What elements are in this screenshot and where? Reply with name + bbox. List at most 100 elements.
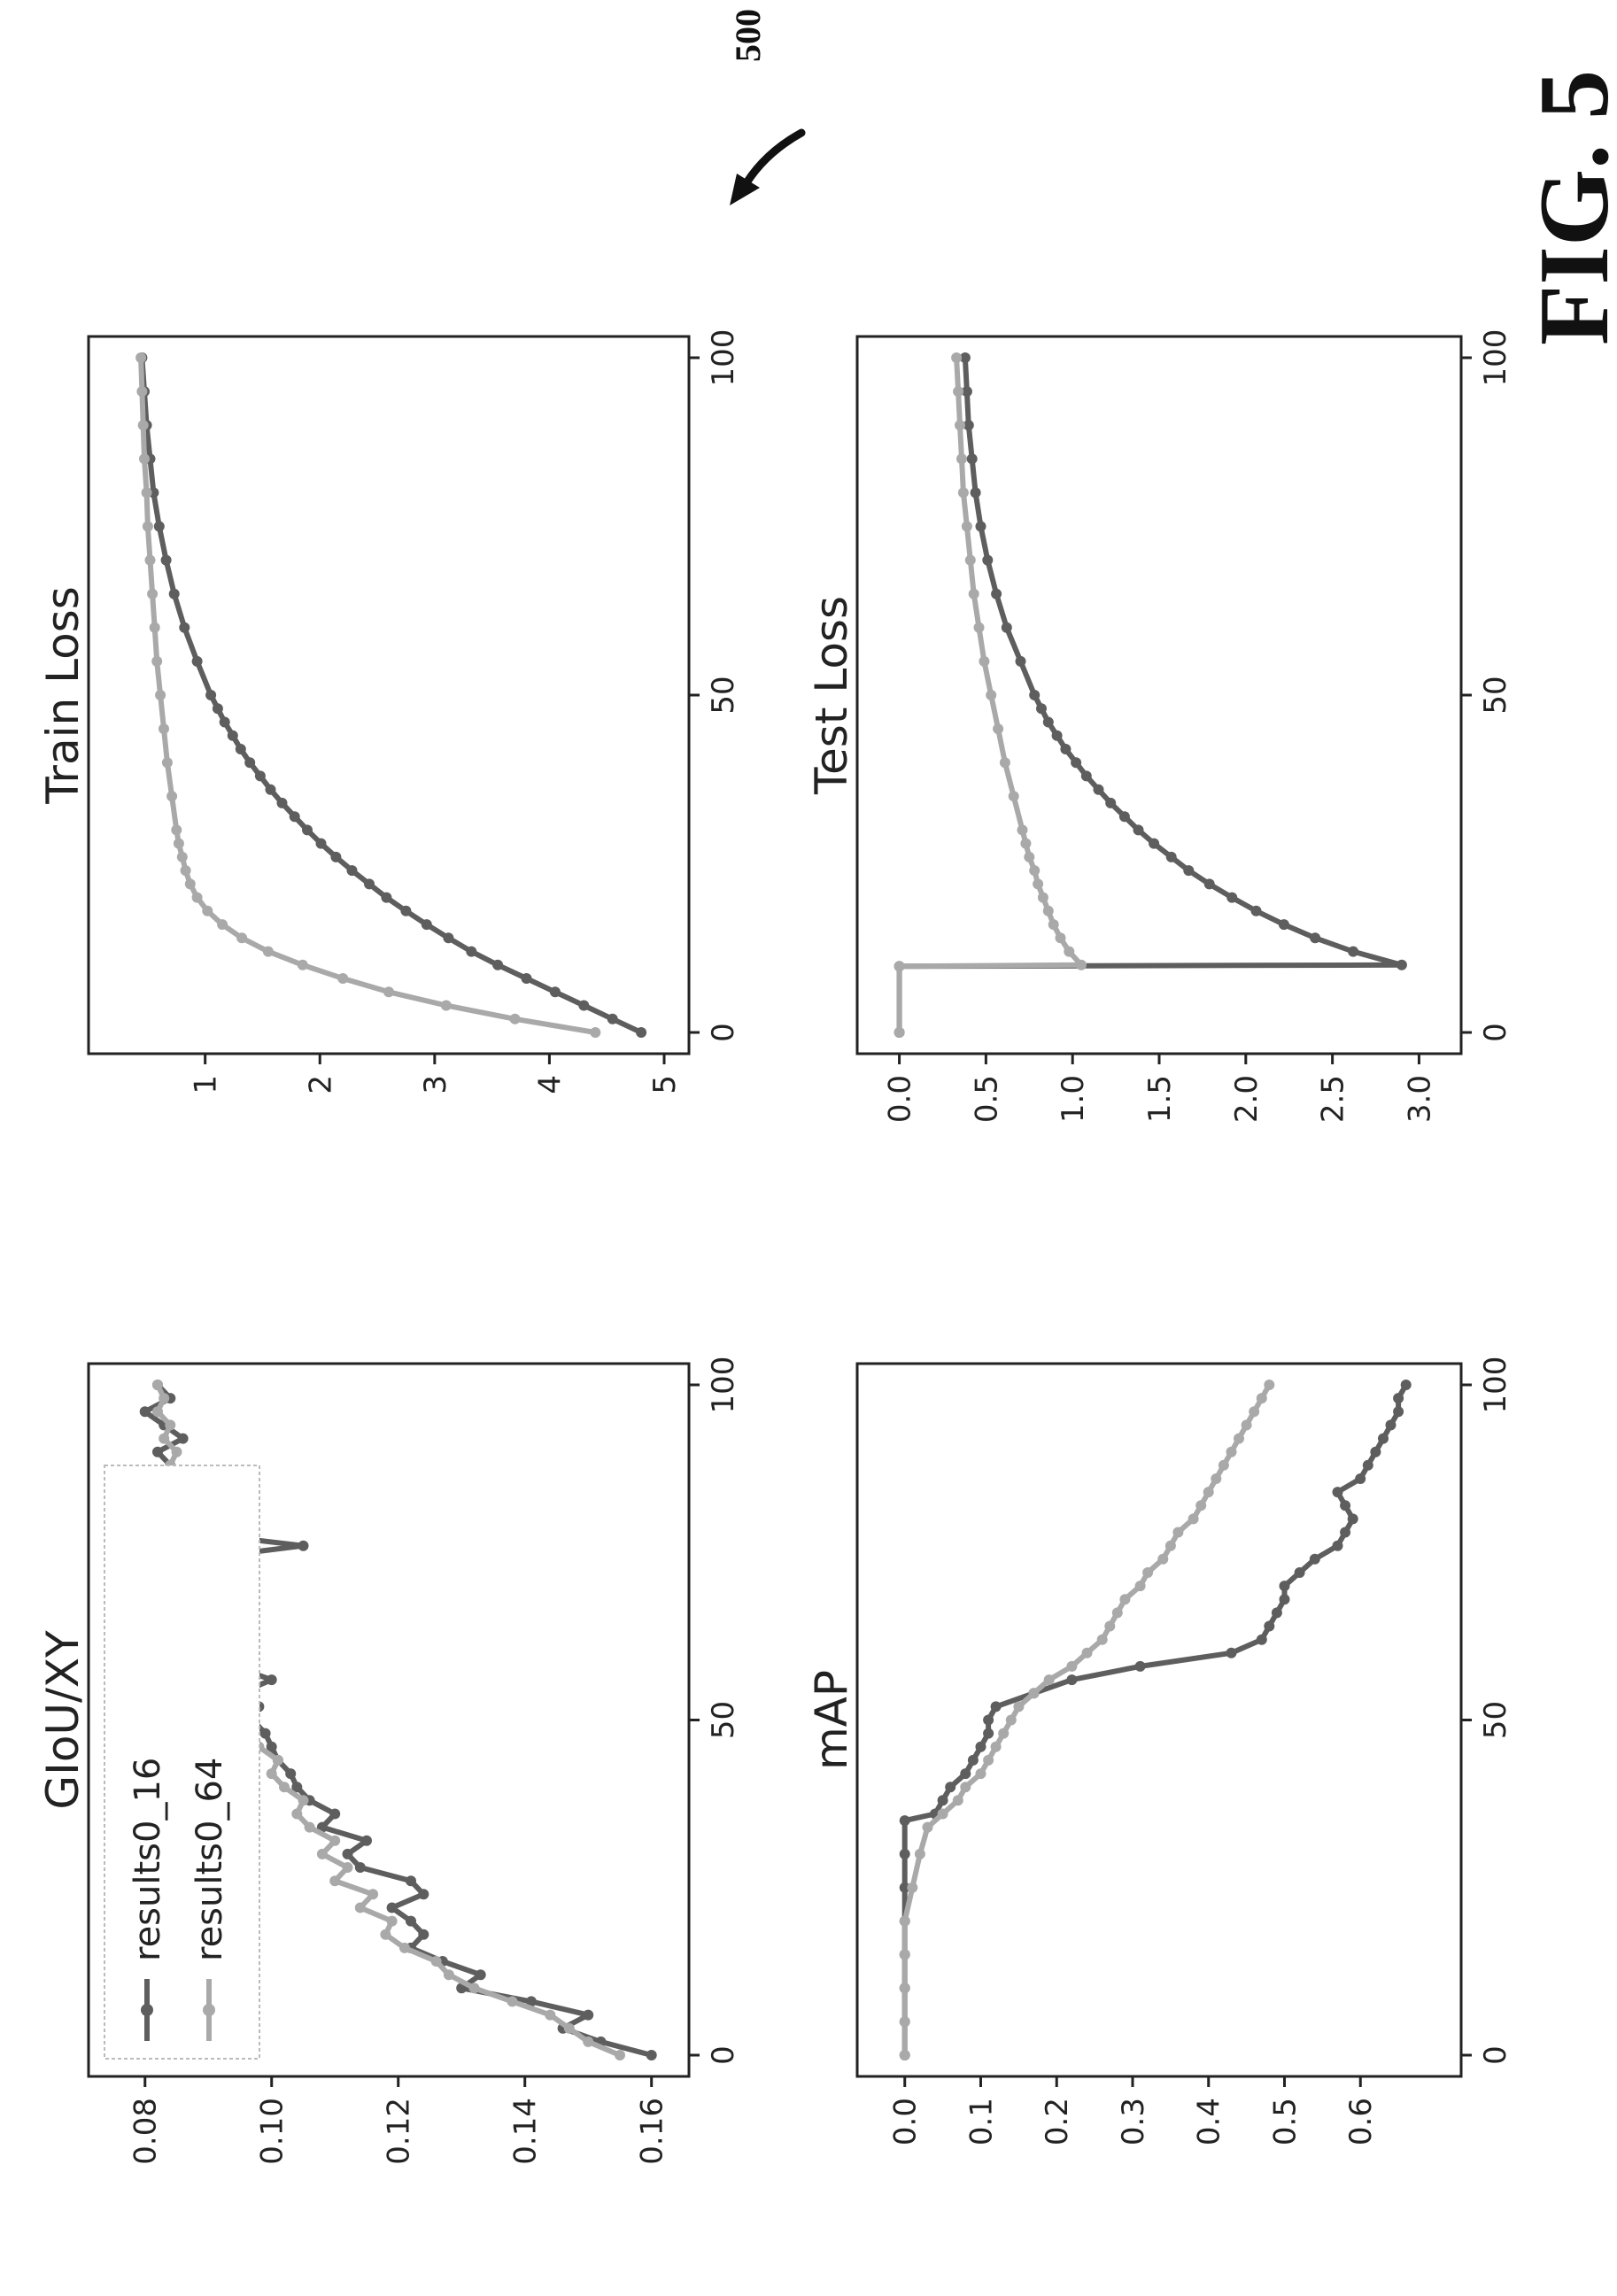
- train_loss-series-results0_16-point: [205, 690, 217, 700]
- map-series-results0_16-point: [1279, 1594, 1290, 1605]
- map-series-results0_16-point: [1362, 1459, 1373, 1471]
- giou-series-results0_16-point: [475, 1969, 486, 1981]
- map-xtick-label: 100: [1478, 1357, 1513, 1414]
- test_loss-series-results0_16-point: [963, 420, 974, 431]
- map-series-results0_16-point: [1066, 1674, 1078, 1686]
- giou-series-results0_64-point: [329, 1835, 341, 1846]
- test_loss-series-results0_16-point: [966, 453, 978, 465]
- giou-title: GIoU/XY: [37, 1630, 89, 1810]
- test_loss-series-results0_64-point: [973, 622, 985, 633]
- test_loss-series-results0_64-point: [1042, 905, 1054, 916]
- map-series-results0_64-point: [1096, 1634, 1108, 1645]
- giou-legend-marker: [141, 2004, 153, 2016]
- test_loss-series-results0_64-point: [964, 554, 976, 566]
- giou-xtick-label: 100: [706, 1357, 741, 1414]
- map-series-results0_64-point: [1211, 1473, 1222, 1484]
- test_loss-ytick-label: 1.0: [1056, 1075, 1091, 1123]
- map-series-results0_16-point: [1400, 1380, 1412, 1390]
- train_loss-series-results0_16-point: [346, 865, 358, 877]
- train_loss-series-results0_16-point: [443, 932, 454, 944]
- train_loss-series-results0_16-point: [400, 905, 412, 916]
- map-series-results0_64-point: [1013, 1701, 1025, 1712]
- map-series-results0_64-point: [1005, 1714, 1017, 1726]
- test_loss-series-results0_64-point: [955, 420, 965, 431]
- test_loss-series-results0_16-point: [1042, 716, 1054, 728]
- giou-series-results0_16-point: [406, 1875, 416, 1887]
- train_loss-title: Train Loss: [37, 586, 89, 805]
- train_loss-xtick-label: 50: [706, 676, 741, 714]
- train_loss-series-results0_64-point: [383, 986, 394, 998]
- giou-ytick-label: 0.08: [128, 2098, 164, 2165]
- test_loss-series-results0_64-point: [1064, 946, 1075, 957]
- test_loss-series-results0_64-point: [999, 757, 1010, 769]
- test_loss-series-results0_16-point: [1250, 905, 1262, 916]
- map-series-results0_64-point: [1256, 1393, 1267, 1404]
- giou-series-results0_16-point: [583, 2009, 594, 2021]
- map-chart: 0 50 100 0.6 0.5 0.4 0.3 0.2 0.1 0.0 mAP: [806, 1357, 1513, 2146]
- giou-series-results0_64-point: [159, 1393, 170, 1404]
- map-ytick-label: 0.0: [888, 2098, 924, 2145]
- test_loss-series-results0_16-point: [1051, 730, 1063, 741]
- train_loss-series-results0_16-point: [381, 892, 392, 903]
- train_loss-series-results0_16-point: [254, 770, 266, 782]
- map-series-results0_64-point: [899, 2016, 910, 2028]
- giou-ytick-label: 0.12: [382, 2098, 417, 2165]
- giou-legend-label: results0_64: [190, 1758, 230, 1961]
- map-series-results0_64-point: [1104, 1620, 1116, 1632]
- test_loss-series-results0_16-point: [1165, 851, 1177, 862]
- map-series-results0_16-point: [983, 1714, 994, 1726]
- map-series-results0_64-point: [914, 1848, 925, 1859]
- giou-series-results0_64-point: [563, 2022, 575, 2034]
- train_loss-ytick-label: 1: [189, 1075, 224, 1094]
- train_loss-series-results0_64-point: [149, 622, 160, 633]
- giou-series-results0_16-point: [259, 1728, 271, 1739]
- map-series-results0_64-point: [899, 1949, 910, 1960]
- map-series-results0_64-point: [937, 1808, 948, 1820]
- map-series-results0_16-point: [1370, 1446, 1381, 1457]
- map-series-results0_64-point: [1226, 1446, 1237, 1457]
- map-series-results0_16-point: [1355, 1473, 1366, 1484]
- test_loss-series-results0_16-point: [1080, 770, 1092, 782]
- map-series-results0_64-point: [1081, 1647, 1093, 1658]
- giou-ytick-label: 0.16: [635, 2098, 670, 2165]
- test_loss-series-results0_64-point: [961, 521, 972, 532]
- train_loss-series-results0_64-point: [236, 932, 248, 944]
- reference-number: 500: [728, 9, 768, 62]
- train_loss-series-results0_64-point: [139, 453, 150, 465]
- train_loss-ytick-label: 4: [532, 1075, 568, 1094]
- test_loss-series-results0_16-point: [1105, 797, 1117, 808]
- test_loss-ytick-label: 3.0: [1402, 1075, 1437, 1123]
- test_loss-series-results0_16-point: [1118, 811, 1130, 823]
- giou-xtick-label: 0: [706, 2045, 741, 2065]
- train_loss-series-results0_64-point: [142, 521, 153, 532]
- test_loss-series-results0_16-point: [1348, 946, 1359, 957]
- train_loss-series-results0_16-point: [302, 824, 313, 836]
- test_loss-series-results0_16-point: [961, 386, 972, 398]
- giou-ytick-label: 0.14: [508, 2098, 544, 2165]
- train_loss-series-results0_16-point: [607, 1013, 618, 1024]
- giou-series-results0_16-point: [139, 1406, 151, 1418]
- test_loss-series-results0_64-point: [951, 352, 963, 363]
- train_loss-series-results0_64-point: [159, 723, 169, 735]
- test_loss-series-results0_16-point: [975, 521, 986, 532]
- map-series-results0_64-point: [1203, 1487, 1214, 1498]
- train_loss-series-results0_64-point: [590, 1027, 601, 1038]
- test_loss-xtick-label: 100: [1478, 329, 1513, 387]
- train_loss-xtick-label: 0: [706, 1023, 741, 1042]
- giou-series-results0_64-point: [329, 1875, 341, 1887]
- giou-series-results0_64-point: [272, 1754, 283, 1766]
- giou-series-results0_64-point: [386, 1915, 398, 1927]
- giou-series-results0_16-point: [361, 1835, 372, 1846]
- map-series-results0_16-point: [1294, 1567, 1305, 1578]
- test_loss-series-results0_64-point: [1017, 824, 1028, 836]
- giou-legend-box: [104, 1465, 260, 2060]
- map-ytick-label: 0.5: [1267, 2098, 1303, 2145]
- giou-series-results0_64-point: [279, 1782, 290, 1793]
- test_loss-ytick-label: 1.5: [1142, 1075, 1178, 1123]
- giou-series-results0_64-point: [443, 1969, 454, 1981]
- test_loss-series-results0_64-point: [1048, 919, 1059, 931]
- map-series-results0_16-point: [1332, 1487, 1343, 1498]
- test_loss-series-results0_64-point: [1033, 878, 1044, 890]
- map-series-results0_16-point: [1271, 1607, 1282, 1619]
- train_loss-series-results0_64-point: [202, 905, 213, 916]
